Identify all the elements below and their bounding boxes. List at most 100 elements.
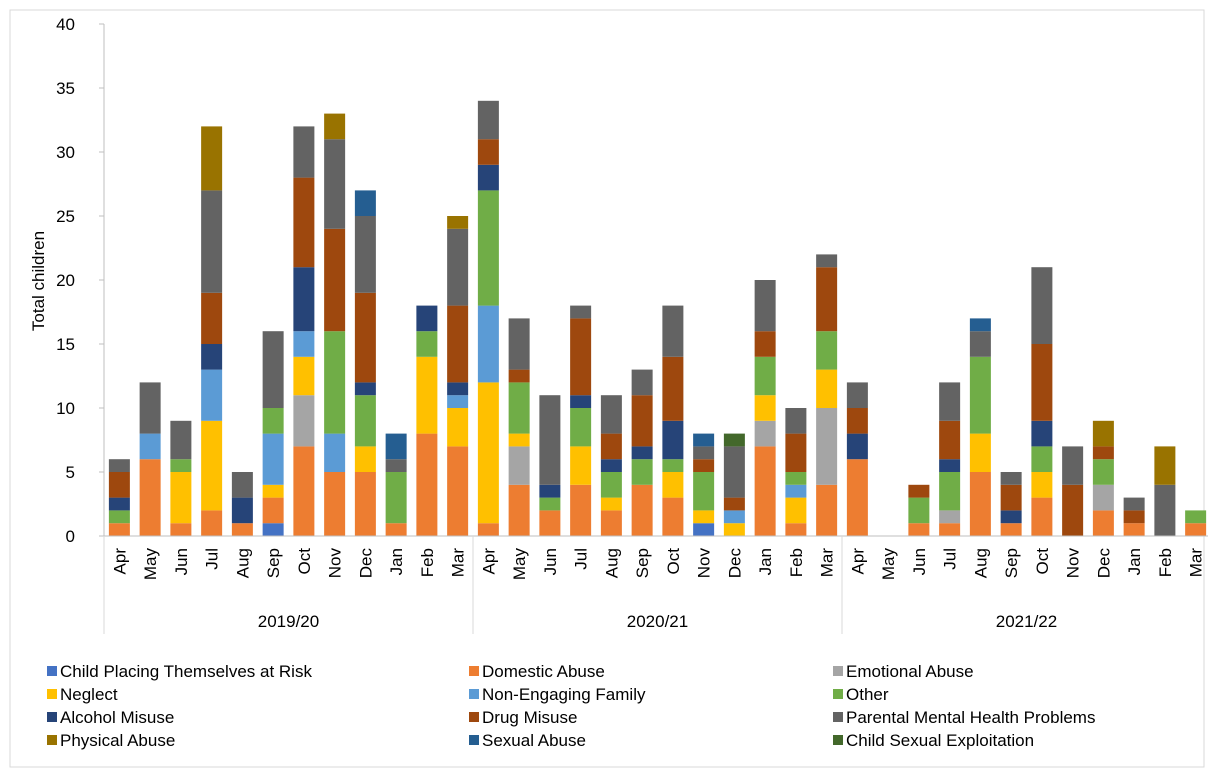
bar-segment bbox=[508, 369, 530, 383]
legend-label: Emotional Abuse bbox=[846, 662, 974, 681]
x-tick-label: Dec bbox=[356, 548, 375, 579]
legend-label: Child Sexual Exploitation bbox=[846, 731, 1034, 750]
bar-segment bbox=[447, 446, 469, 536]
bar-segment bbox=[785, 408, 807, 434]
bar-segment bbox=[447, 408, 469, 447]
bar-segment bbox=[1000, 484, 1022, 511]
bar-segment bbox=[1031, 267, 1053, 344]
x-tick-label: Oct bbox=[295, 548, 314, 575]
x-tick-label: Mar bbox=[449, 548, 468, 578]
x-tick-label: Apr bbox=[479, 548, 498, 575]
bar-segment bbox=[1000, 472, 1022, 485]
bar-segment bbox=[447, 382, 469, 396]
x-tick-label: Jan bbox=[387, 548, 406, 575]
bars bbox=[108, 100, 1207, 536]
bar-segment bbox=[816, 331, 838, 370]
bar-segment bbox=[570, 318, 592, 396]
bar-segment bbox=[201, 420, 223, 511]
legend-swatch bbox=[469, 689, 479, 699]
bar-segment bbox=[1062, 484, 1084, 536]
bar-segment bbox=[1123, 510, 1145, 524]
bar-segment bbox=[939, 459, 961, 472]
bar-segment bbox=[816, 408, 838, 485]
x-tick-label: Jan bbox=[1125, 548, 1144, 575]
x-tick-label: Jun bbox=[172, 548, 191, 575]
bar-segment bbox=[1092, 484, 1114, 511]
bar-segment bbox=[508, 382, 530, 434]
bar-segment bbox=[939, 472, 961, 511]
bar-segment bbox=[139, 459, 161, 536]
bar-segment bbox=[1185, 523, 1207, 536]
legend-label: Alcohol Misuse bbox=[60, 708, 174, 727]
x-tick-label: Dec bbox=[1094, 548, 1113, 579]
bar-segment bbox=[1031, 420, 1053, 447]
bar-segment bbox=[908, 497, 930, 524]
bar-segment bbox=[324, 139, 346, 229]
bar-segment bbox=[508, 433, 530, 447]
legend-label: Sexual Abuse bbox=[482, 731, 586, 750]
bar-segment bbox=[1031, 446, 1053, 472]
x-tick-label: Nov bbox=[1064, 548, 1083, 579]
legend-label: Neglect bbox=[60, 685, 118, 704]
x-tick-label: May bbox=[510, 548, 529, 581]
bar-segment bbox=[508, 484, 530, 536]
bar-segment bbox=[662, 472, 684, 498]
legend-label: Domestic Abuse bbox=[482, 662, 605, 681]
bar-segment bbox=[231, 472, 253, 498]
bar-segment bbox=[846, 382, 868, 408]
bar-segment bbox=[1031, 497, 1053, 536]
x-tick-label: Jun bbox=[910, 548, 929, 575]
bar-segment bbox=[170, 420, 192, 460]
bar-segment bbox=[477, 305, 499, 383]
bar-segment bbox=[324, 113, 346, 140]
legend-label: Other bbox=[846, 685, 889, 704]
bar-segment bbox=[324, 433, 346, 472]
bar-segment bbox=[1092, 446, 1114, 460]
bar-segment bbox=[354, 382, 376, 396]
bar-segment bbox=[201, 190, 223, 293]
bar-segment bbox=[754, 446, 776, 536]
legend-label: Parental Mental Health Problems bbox=[846, 708, 1095, 727]
x-tick-label: Feb bbox=[418, 548, 437, 577]
bar-segment bbox=[570, 395, 592, 408]
x-tick-label: Mar bbox=[818, 548, 837, 578]
bar-segment bbox=[662, 420, 684, 460]
x-tick-label: Jul bbox=[572, 548, 591, 570]
bar-segment bbox=[816, 254, 838, 268]
bar-segment bbox=[354, 395, 376, 447]
bar-segment bbox=[1092, 510, 1114, 536]
bar-segment bbox=[1185, 510, 1207, 524]
bar-segment bbox=[693, 459, 715, 472]
bar-segment bbox=[108, 459, 130, 472]
bar-segment bbox=[816, 369, 838, 408]
bar-segment bbox=[1092, 459, 1114, 485]
bar-segment bbox=[693, 433, 715, 447]
x-tick-label: Feb bbox=[1156, 548, 1175, 577]
bar-segment bbox=[170, 472, 192, 524]
chart-border bbox=[9, 9, 1205, 768]
bar-segment bbox=[385, 523, 407, 536]
y-axis: 0 5 10 15 20 25 30 35 40 bbox=[56, 15, 105, 546]
bar-segment bbox=[293, 331, 315, 357]
bar-segment bbox=[477, 100, 499, 140]
y-tick-label: 0 bbox=[66, 527, 75, 546]
bar-segment bbox=[939, 510, 961, 524]
bar-segment bbox=[416, 305, 438, 332]
bar-segment bbox=[385, 459, 407, 472]
x-tick-label: Apr bbox=[110, 548, 129, 575]
bar-segment bbox=[816, 267, 838, 332]
x-tick-label: Sep bbox=[1002, 548, 1021, 578]
bar-segment bbox=[939, 523, 961, 536]
bar-segment bbox=[293, 395, 315, 447]
legend-swatch bbox=[469, 735, 479, 745]
bar-segment bbox=[201, 126, 223, 191]
bar-segment bbox=[416, 331, 438, 357]
legend-swatch bbox=[833, 735, 843, 745]
bar-segment bbox=[908, 484, 930, 498]
bar-segment bbox=[508, 446, 530, 485]
bar-segment bbox=[447, 395, 469, 408]
legend-label: Physical Abuse bbox=[60, 731, 175, 750]
y-tick-label: 25 bbox=[56, 207, 75, 226]
x-tick-label: Jan bbox=[756, 548, 775, 575]
bar-segment bbox=[600, 459, 622, 472]
